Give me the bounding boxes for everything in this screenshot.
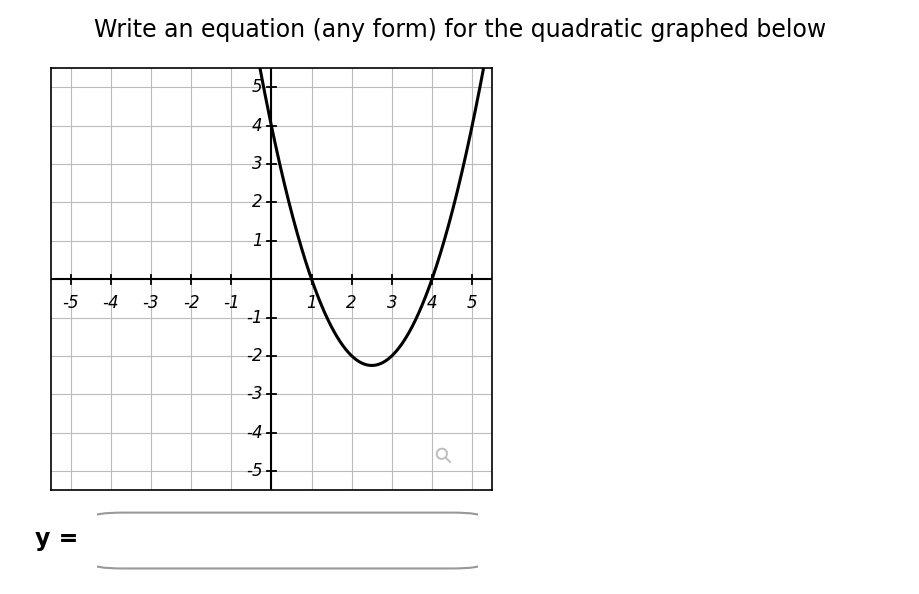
Text: -4: -4 — [245, 424, 262, 441]
Text: -2: -2 — [183, 294, 199, 312]
Text: 2: 2 — [252, 194, 262, 211]
Text: -3: -3 — [245, 385, 262, 403]
Text: -5: -5 — [245, 462, 262, 480]
Text: Write an equation (any form) for the quadratic graphed below: Write an equation (any form) for the qua… — [94, 18, 825, 42]
Text: -1: -1 — [222, 294, 239, 312]
Text: y =: y = — [35, 527, 78, 551]
Text: 1: 1 — [252, 232, 262, 250]
Text: 1: 1 — [306, 294, 316, 312]
Text: -2: -2 — [245, 347, 262, 365]
Text: 3: 3 — [386, 294, 397, 312]
Text: ⚲: ⚲ — [431, 443, 457, 468]
Text: -4: -4 — [102, 294, 119, 312]
FancyBboxPatch shape — [93, 513, 482, 568]
Text: 3: 3 — [252, 155, 262, 173]
Text: -1: -1 — [245, 308, 262, 327]
Text: -3: -3 — [142, 294, 159, 312]
Text: 4: 4 — [426, 294, 437, 312]
Text: 5: 5 — [252, 78, 262, 96]
Text: 2: 2 — [346, 294, 357, 312]
Text: -5: -5 — [62, 294, 79, 312]
Text: 5: 5 — [466, 294, 477, 312]
Text: 4: 4 — [252, 117, 262, 135]
